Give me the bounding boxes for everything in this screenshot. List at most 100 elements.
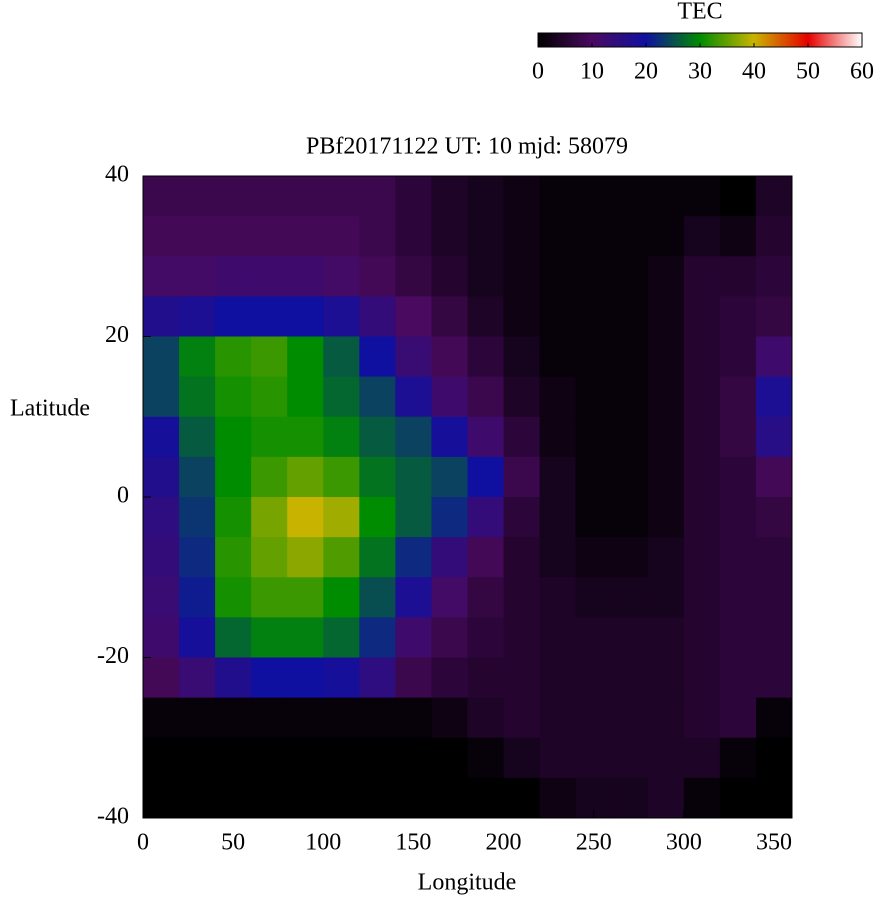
y-axis-label: Latitude — [10, 396, 90, 422]
heat-cell — [215, 256, 252, 297]
heat-cell — [359, 537, 396, 578]
heat-cell — [503, 697, 541, 739]
heat-cell — [539, 216, 577, 257]
x-tick-label: 300 — [666, 830, 702, 856]
heat-cell — [539, 577, 577, 618]
heat-cell — [503, 256, 541, 297]
heat-cell — [431, 577, 468, 618]
heat-cell — [503, 577, 541, 618]
heat-cell — [323, 777, 360, 819]
heat-cell — [287, 336, 324, 378]
heat-cell — [395, 176, 432, 217]
heat-cell — [143, 416, 180, 458]
heat-cell — [251, 537, 288, 578]
heat-cell — [395, 296, 432, 337]
heat-cell — [647, 176, 685, 217]
heat-cell — [755, 697, 793, 739]
heat-cell — [503, 617, 541, 658]
heat-cell — [179, 617, 216, 658]
heat-cell — [683, 256, 721, 297]
heat-cell — [755, 456, 793, 498]
heat-cell — [251, 336, 288, 378]
heat-cell — [575, 416, 613, 458]
heat-cell — [503, 176, 541, 217]
heat-cell — [755, 216, 793, 257]
heat-cell — [647, 777, 685, 819]
heat-cell — [287, 777, 324, 819]
heat-cell — [647, 416, 685, 458]
heat-cell — [359, 176, 396, 217]
heat-cell — [575, 537, 613, 578]
heat-cell — [179, 697, 216, 739]
heat-cell — [251, 617, 288, 658]
heat-cell — [611, 296, 649, 337]
heat-cell — [647, 617, 685, 658]
heat-cell — [395, 537, 432, 578]
heat-cell — [467, 416, 505, 458]
heat-cell — [179, 296, 216, 337]
heat-cell — [143, 497, 180, 538]
heat-cell — [179, 216, 216, 257]
heat-cell — [143, 617, 180, 658]
heat-cell — [251, 376, 288, 418]
heat-cell — [323, 216, 360, 257]
heat-cell — [395, 256, 432, 297]
heat-cell — [683, 376, 721, 418]
heat-cell — [179, 256, 216, 297]
heat-cell — [323, 376, 360, 418]
heat-cell — [251, 737, 288, 779]
heat-cell — [719, 416, 757, 458]
heat-cell — [575, 176, 613, 217]
heat-cell — [503, 777, 541, 819]
heat-cell — [647, 216, 685, 257]
colorbar-tick-label: 40 — [742, 59, 766, 85]
heat-cell — [179, 376, 216, 418]
x-tick-label: 0 — [137, 830, 149, 856]
heat-cell — [467, 537, 505, 578]
heat-cell — [179, 176, 216, 217]
heat-cell — [323, 617, 360, 658]
heat-cell — [395, 577, 432, 618]
heat-cell — [539, 537, 577, 578]
heat-cell — [575, 336, 613, 378]
heat-cell — [647, 737, 685, 779]
heat-cell — [323, 176, 360, 217]
heat-cell — [287, 256, 324, 297]
heat-cell — [431, 697, 468, 739]
heat-cell — [575, 497, 613, 538]
heat-cell — [719, 657, 757, 699]
heat-cell — [647, 577, 685, 618]
heat-cell — [719, 697, 757, 739]
heat-cell — [323, 456, 360, 498]
heat-cell — [647, 497, 685, 538]
heat-cell — [575, 376, 613, 418]
heat-cell — [287, 456, 324, 498]
heat-cell — [683, 296, 721, 337]
heat-cell — [647, 336, 685, 378]
heat-cell — [251, 456, 288, 498]
heat-cell — [611, 537, 649, 578]
heat-cell — [755, 577, 793, 618]
heat-cell — [323, 256, 360, 297]
heat-cell — [755, 737, 793, 779]
heat-cell — [323, 737, 360, 779]
heat-cell — [611, 577, 649, 618]
heat-cell — [539, 376, 577, 418]
heat-cell — [575, 216, 613, 257]
heat-cell — [323, 497, 360, 538]
heat-cell — [611, 456, 649, 498]
heat-cell — [359, 737, 396, 779]
heat-cell — [539, 176, 577, 217]
heat-cell — [611, 336, 649, 378]
heat-cell — [503, 416, 541, 458]
heat-cell — [323, 577, 360, 618]
heat-cell — [251, 256, 288, 297]
heat-cell — [503, 456, 541, 498]
heat-cell — [719, 777, 757, 819]
heat-cell — [719, 737, 757, 779]
heat-cell — [431, 737, 468, 779]
heat-cell — [683, 176, 721, 217]
heat-cell — [575, 456, 613, 498]
heat-cell — [143, 737, 180, 779]
heat-cell — [683, 737, 721, 779]
